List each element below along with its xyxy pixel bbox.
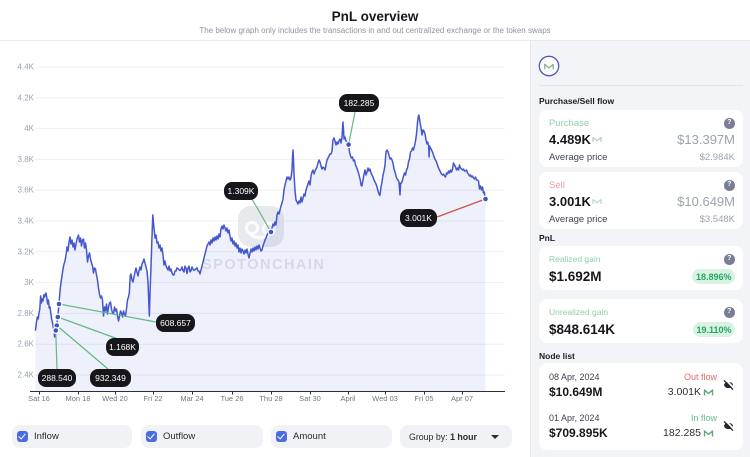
svg-text:3.2K: 3.2K bbox=[18, 247, 35, 256]
svg-text:3.6K: 3.6K bbox=[18, 186, 35, 195]
svg-text:1.309K: 1.309K bbox=[228, 186, 255, 196]
svg-text:3K: 3K bbox=[24, 278, 34, 287]
svg-text:608.657: 608.657 bbox=[160, 318, 191, 328]
svg-text:Sat 30: Sat 30 bbox=[299, 394, 321, 403]
svg-text:Wed 20: Wed 20 bbox=[102, 394, 128, 403]
svg-text:182.285: 182.285 bbox=[344, 98, 375, 108]
svg-text:4.4K: 4.4K bbox=[18, 63, 35, 72]
svg-text:2.4K: 2.4K bbox=[18, 371, 35, 380]
svg-text:Wed 03: Wed 03 bbox=[372, 394, 398, 403]
svg-text:Mar 24: Mar 24 bbox=[180, 394, 203, 403]
svg-text:288.540: 288.540 bbox=[42, 373, 73, 383]
svg-text:1.168K: 1.168K bbox=[109, 342, 136, 352]
svg-text:Tue 26: Tue 26 bbox=[220, 394, 243, 403]
svg-text:SPOTONCHAIN: SPOTONCHAIN bbox=[202, 257, 325, 273]
svg-text:2.6K: 2.6K bbox=[18, 340, 35, 349]
svg-text:April: April bbox=[340, 394, 355, 403]
svg-text:2.8K: 2.8K bbox=[18, 309, 35, 318]
svg-text:3.8K: 3.8K bbox=[18, 155, 35, 164]
svg-text:Fri 22: Fri 22 bbox=[143, 394, 162, 403]
svg-text:Sat 16: Sat 16 bbox=[28, 394, 50, 403]
svg-text:932.349: 932.349 bbox=[95, 373, 126, 383]
svg-text:Mon 18: Mon 18 bbox=[65, 394, 90, 403]
svg-text:Thu 28: Thu 28 bbox=[259, 394, 282, 403]
svg-text:4.2K: 4.2K bbox=[18, 93, 35, 102]
svg-text:3.4K: 3.4K bbox=[18, 217, 35, 226]
svg-text:Fri 05: Fri 05 bbox=[414, 394, 433, 403]
svg-text:4K: 4K bbox=[24, 124, 34, 133]
svg-text:Apr 07: Apr 07 bbox=[451, 394, 473, 403]
svg-text:3.001K: 3.001K bbox=[405, 213, 432, 223]
